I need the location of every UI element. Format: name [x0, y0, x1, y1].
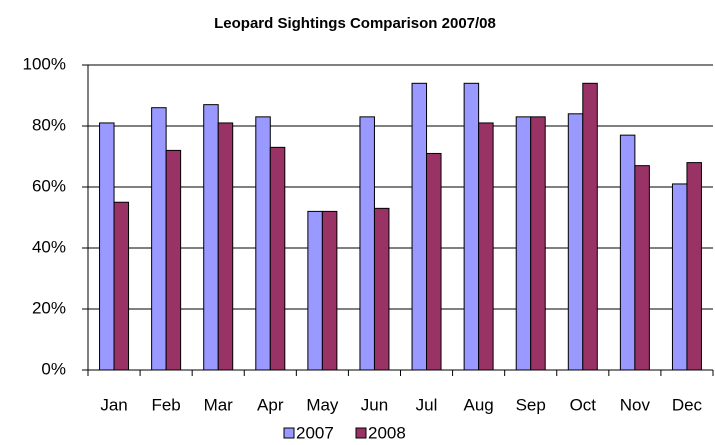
bar — [515, 116, 532, 371]
x-tick-label: Sep — [516, 395, 546, 414]
x-tick-label: Aug — [464, 395, 494, 414]
bar — [619, 134, 636, 371]
x-tick-label: Dec — [672, 395, 703, 414]
x-tick-label: Jul — [416, 395, 438, 414]
x-tick-label: Mar — [204, 395, 234, 414]
bar — [411, 82, 428, 371]
bar — [203, 104, 219, 371]
x-tick-label: Jan — [100, 395, 127, 414]
y-tick-label: 100% — [23, 54, 66, 73]
bar — [99, 122, 115, 371]
x-tick-label: Feb — [151, 395, 180, 414]
bar — [373, 207, 390, 371]
legend-swatch — [283, 427, 295, 439]
bar — [151, 107, 167, 371]
bar — [269, 146, 286, 371]
bar — [463, 82, 480, 371]
x-tick-label: May — [306, 395, 339, 414]
bar — [686, 162, 702, 371]
bar — [582, 82, 598, 371]
bar — [530, 116, 546, 371]
y-tick-label: 60% — [32, 176, 66, 195]
bar — [255, 116, 271, 371]
bar — [113, 201, 130, 371]
legend-label: 2007 — [296, 423, 334, 442]
x-tick-label: Apr — [257, 395, 284, 414]
bar — [307, 210, 323, 371]
bar — [567, 113, 584, 371]
bar — [359, 116, 375, 371]
y-tick-label: 80% — [32, 115, 66, 134]
legend-label: 2008 — [368, 423, 406, 442]
bar — [634, 165, 650, 371]
y-tick-label: 40% — [32, 237, 66, 256]
bar — [165, 149, 182, 371]
bar — [426, 152, 442, 371]
x-tick-label: Oct — [570, 395, 597, 414]
bar — [671, 183, 688, 371]
legend-swatch — [355, 427, 367, 439]
chart-title: Leopard Sightings Comparison 2007/08 — [214, 15, 496, 32]
y-tick-label: 20% — [32, 298, 66, 317]
bar — [478, 122, 494, 371]
bar — [217, 122, 234, 371]
x-tick-label: Jun — [361, 395, 388, 414]
y-tick-label: 0% — [41, 359, 66, 378]
x-tick-label: Nov — [620, 395, 651, 414]
bar — [321, 210, 338, 371]
